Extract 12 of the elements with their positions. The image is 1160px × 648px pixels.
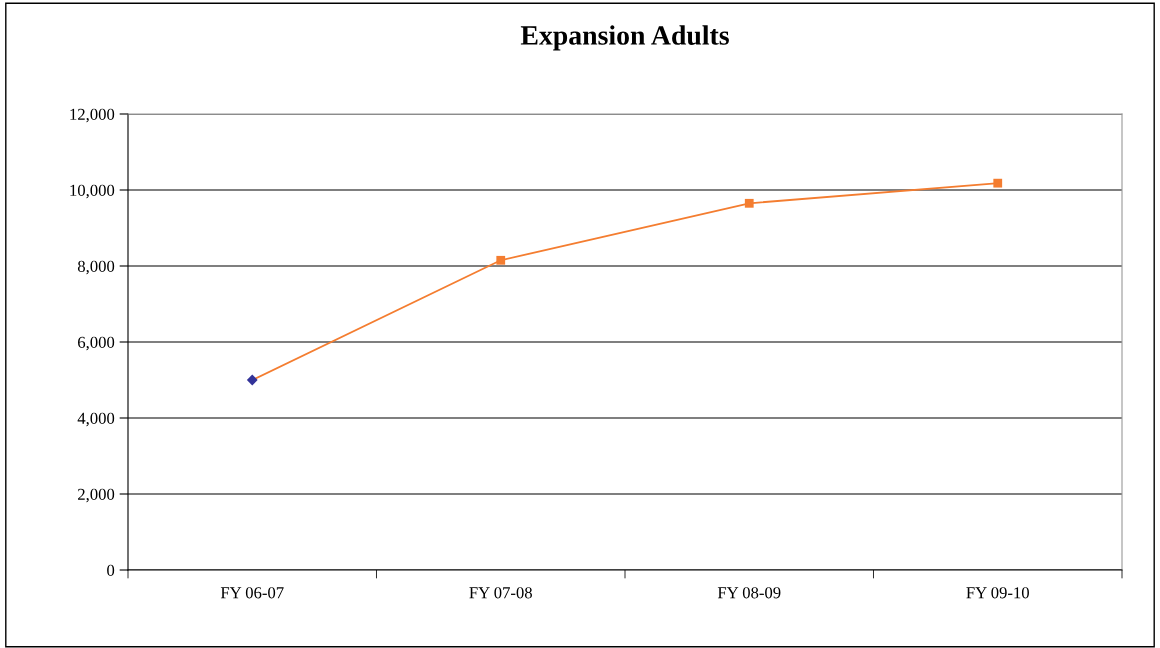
x-tick-label: FY 07-08 [469, 587, 532, 599]
y-tick-label: 2,000 [78, 488, 115, 503]
y-tick-label: 6,000 [78, 336, 115, 351]
chart-title: Expansion Adults [520, 25, 729, 51]
y-tick-label: 10,000 [70, 184, 115, 199]
y-tick-label: 12,000 [70, 108, 115, 123]
y-tick-label: 4,000 [77, 412, 115, 427]
y-tick-label: 8,000 [77, 260, 115, 275]
y-tick-label: 0 [107, 564, 115, 576]
x-tick-label: FY 09-10 [966, 587, 1029, 599]
x-tick-label: FY 08-09 [717, 587, 781, 599]
x-tick-label: FY 06-07 [220, 587, 284, 599]
